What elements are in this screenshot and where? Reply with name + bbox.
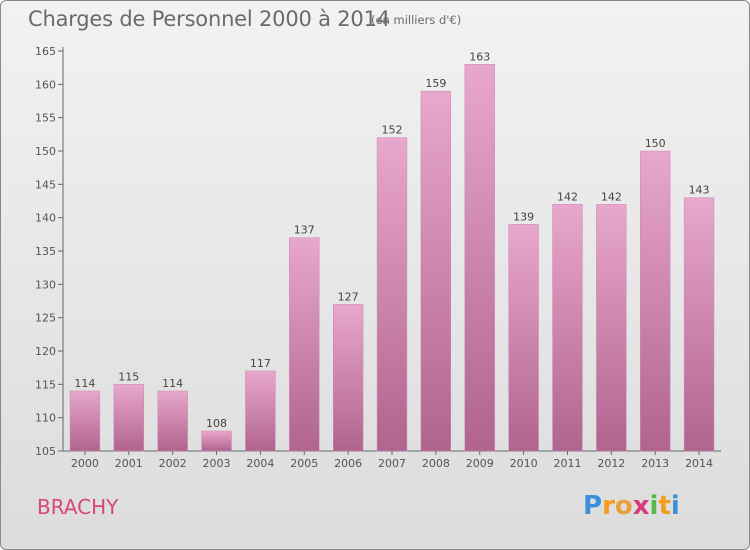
x-tick-label-2000: 2000 xyxy=(71,457,99,470)
y-tick-label: 105 xyxy=(35,445,56,458)
y-tick-label: 165 xyxy=(35,45,56,58)
value-label-2000: 114 xyxy=(74,377,95,390)
x-tick-label-2009: 2009 xyxy=(466,457,494,470)
bar-2000 xyxy=(69,390,101,452)
y-tick-label: 135 xyxy=(35,245,56,258)
y-tick-label: 140 xyxy=(35,212,56,225)
x-tick-label-2003: 2003 xyxy=(203,457,231,470)
y-tick-label: 125 xyxy=(35,312,56,325)
value-label-2013: 150 xyxy=(645,137,666,150)
bar-2006 xyxy=(332,304,364,452)
value-label-2010: 139 xyxy=(513,210,534,223)
logo-letter: i xyxy=(649,491,659,521)
value-label-2009: 163 xyxy=(469,50,490,63)
axes: 105 110 115 120 125 130 135 140 145 150 155 160 165 2… xyxy=(35,45,721,470)
y-tick-label: 115 xyxy=(35,378,56,391)
bar-2002 xyxy=(157,390,188,452)
x-tick-label-2001: 2001 xyxy=(115,457,143,470)
y-tick-label: 160 xyxy=(35,78,56,91)
x-tick-label-2014: 2014 xyxy=(685,457,713,470)
x-tick-label-2013: 2013 xyxy=(641,457,669,470)
proxiti-logo: Proxiti xyxy=(583,491,680,521)
bar-2005 xyxy=(289,237,320,452)
bar-2001 xyxy=(113,384,144,452)
value-label-2003: 108 xyxy=(206,417,227,430)
bar-2008 xyxy=(420,90,452,452)
x-tick-label-2012: 2012 xyxy=(597,457,625,470)
value-label-2008: 159 xyxy=(425,77,446,90)
value-label-2012: 142 xyxy=(601,190,622,203)
bar-2012 xyxy=(596,204,627,452)
bar-2003 xyxy=(201,430,232,452)
x-tick-label-2008: 2008 xyxy=(422,457,450,470)
x-tick-label-2007: 2007 xyxy=(378,457,406,470)
bar-2011 xyxy=(552,204,583,452)
logo-letter: r xyxy=(602,491,615,521)
bars xyxy=(69,64,715,452)
commune-name: BRACHY xyxy=(37,495,119,519)
y-tick-label: 120 xyxy=(35,345,56,358)
bar-2004 xyxy=(245,370,276,452)
y-tick-label: 130 xyxy=(35,278,56,291)
x-tick-label-2010: 2010 xyxy=(510,457,538,470)
logo-letter: t xyxy=(658,491,671,521)
logo-letter: P xyxy=(583,491,603,521)
logo-letter: i xyxy=(670,491,680,521)
x-tick-label-2006: 2006 xyxy=(334,457,362,470)
bar-2010 xyxy=(508,224,539,452)
value-labels: 114 115 114 108 117 137 127 152 159 163 139 142 142 1… xyxy=(74,50,709,430)
value-label-2006: 127 xyxy=(338,290,359,303)
bar-2007 xyxy=(376,137,408,452)
value-label-2014: 143 xyxy=(689,184,710,197)
x-tick-label-2011: 2011 xyxy=(553,457,581,470)
chart-subtitle: (en milliers d'€) xyxy=(371,13,462,27)
value-label-2004: 117 xyxy=(250,357,271,370)
x-tick-label-2002: 2002 xyxy=(159,457,187,470)
bar-2009 xyxy=(464,64,495,452)
y-tick-label: 110 xyxy=(35,412,56,425)
bar-2014 xyxy=(683,197,715,452)
logo-letter: o xyxy=(614,491,633,521)
logo-letter: x xyxy=(632,491,650,521)
y-tick-label: 145 xyxy=(35,178,56,191)
value-label-2005: 137 xyxy=(294,224,315,237)
y-tick-label: 150 xyxy=(35,145,56,158)
value-label-2002: 114 xyxy=(162,377,183,390)
bar-2013 xyxy=(640,150,671,452)
x-tick-label-2004: 2004 xyxy=(246,457,274,470)
y-tick-label: 155 xyxy=(35,112,56,125)
value-label-2011: 142 xyxy=(557,190,578,203)
chart-title: Charges de Personnel 2000 à 2014 xyxy=(28,7,390,31)
value-label-2007: 152 xyxy=(382,124,403,137)
value-label-2001: 115 xyxy=(118,370,139,383)
x-tick-label-2005: 2005 xyxy=(290,457,318,470)
